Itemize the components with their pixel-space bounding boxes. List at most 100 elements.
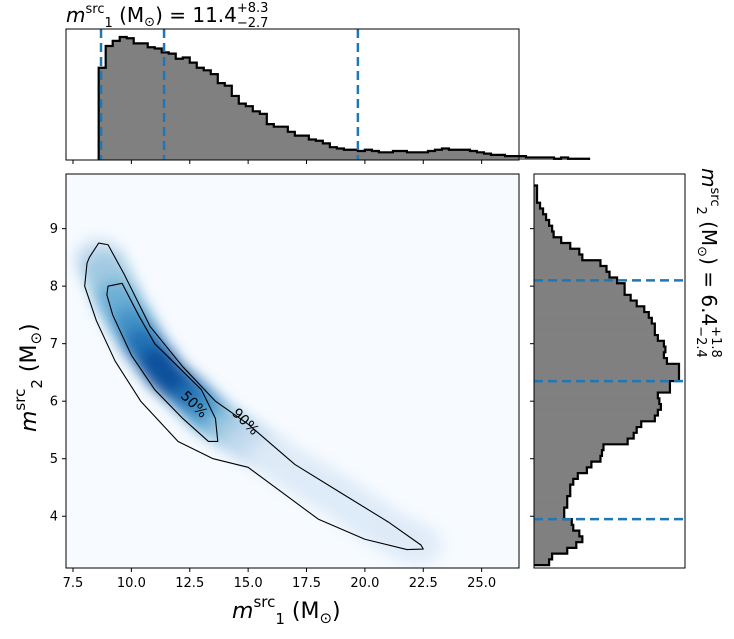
right-hist-bar — [534, 392, 658, 399]
top-hist-bar — [301, 135, 310, 160]
right-hist-bar — [534, 352, 664, 359]
right-title-unit: (M — [697, 215, 721, 246]
top-hist-bar — [497, 154, 506, 160]
right-hist-bar — [534, 323, 655, 330]
top-hist-bar — [519, 156, 527, 160]
top-hist-bar — [217, 83, 226, 160]
right-hist-bar — [534, 266, 607, 273]
top-hist-bar — [231, 95, 240, 160]
top-hist-bar — [154, 48, 163, 160]
top-hist-bar — [196, 67, 205, 160]
right-hist-bar — [534, 369, 679, 376]
top-title-err-plus: +8.3 — [237, 1, 269, 16]
right-title-err-plus: +1.8 — [708, 326, 723, 358]
top-hist-bar — [371, 151, 380, 160]
top-hist-bar — [427, 151, 436, 160]
top-hist-bar — [105, 45, 114, 160]
right-hist-bar — [534, 542, 577, 549]
top-hist-bar — [462, 149, 471, 160]
right-hist-bar — [534, 519, 572, 526]
right-hist-bar — [534, 530, 580, 537]
top-hist-bar — [161, 52, 170, 160]
top-hist-bar — [245, 106, 254, 160]
top-hist-bar — [392, 151, 401, 160]
top-hist-bar — [329, 147, 338, 160]
top-hist-bar — [547, 157, 555, 160]
right-hist-bar — [534, 501, 568, 508]
right-hist-bar — [534, 559, 550, 566]
right-hist-bar — [534, 553, 553, 560]
right-hist-bar — [534, 237, 562, 244]
right-hist-bar — [534, 409, 658, 416]
top-hist-bar — [168, 53, 177, 160]
right-hist-bar — [534, 507, 565, 514]
top-hist-bar — [533, 157, 541, 160]
right-title-err-minus: −2.4 — [693, 326, 708, 358]
x-label-sun: ⊙ — [319, 609, 332, 627]
right-hist-bar — [534, 306, 645, 313]
top-hist-bars — [98, 37, 590, 160]
top-hist-bar — [469, 151, 478, 160]
right-hist-bar — [534, 467, 587, 474]
right-hist-bar — [534, 260, 601, 267]
right-hist-bar — [534, 220, 550, 227]
top-hist-bar — [322, 143, 331, 160]
top-hist-bar — [526, 157, 534, 160]
top-hist-bar — [259, 113, 268, 160]
right-hist-bar — [534, 358, 667, 365]
right-hist-bar — [534, 421, 642, 428]
x-tick-label: 7.5 — [63, 576, 84, 591]
joint-panel-frame — [65, 173, 520, 569]
right-hist-bar — [534, 513, 565, 520]
right-hist-bar — [534, 300, 637, 307]
x-tick-label: 17.5 — [292, 576, 321, 591]
right-hist-bar — [534, 254, 583, 261]
top-hist-bar — [350, 149, 359, 160]
top-quantile-lines — [99, 29, 360, 160]
top-hist-bar — [224, 85, 233, 160]
right-hist-bar — [534, 386, 670, 393]
top-title-sub: 1 — [104, 16, 112, 31]
top-hist-bar — [189, 62, 198, 160]
top-hist-bar — [98, 67, 106, 160]
top-hist-bar — [434, 149, 443, 160]
right-hist-bar — [534, 185, 538, 192]
top-hist-bar — [357, 151, 366, 160]
top-title-sun: ⊙ — [144, 15, 155, 30]
top-hist-bar — [420, 152, 429, 160]
x-label-unit: (M — [285, 599, 320, 624]
right-hist-bar — [534, 277, 618, 284]
y-label-unit: (M — [17, 345, 42, 380]
right-hist-bar — [534, 524, 574, 531]
top-hist-bar — [126, 38, 135, 160]
joint-panel: 50%90% 7.5 10.0 12.5 15.0 17.5 20.0 22.5 25.0 4… — [11, 173, 520, 628]
x-label-close: ) — [332, 599, 341, 624]
right-hist-bar — [534, 381, 670, 388]
top-panel-ticks — [72, 160, 483, 164]
right-hist-bar — [534, 375, 679, 382]
right-hist-bar — [534, 335, 658, 342]
y-tick-label: 6 — [50, 395, 58, 410]
y-label-sub: 2 — [28, 379, 46, 389]
top-hist-bar — [483, 153, 492, 160]
x-tick-label: 15.0 — [234, 576, 263, 591]
right-panel-frame — [533, 173, 686, 569]
right-hist-bars — [534, 185, 679, 566]
right-hist-bar — [534, 191, 538, 198]
y-tick-label: 8 — [50, 280, 58, 295]
contour-line — [106, 282, 219, 443]
right-hist-bar — [534, 432, 634, 439]
right-hist-bar — [534, 438, 628, 445]
y-label-m: m — [17, 411, 42, 432]
joint-y-ticks: 4 5 6 7 8 9 — [50, 222, 66, 525]
right-hist-bar — [534, 484, 571, 491]
right-hist-bar — [534, 197, 538, 204]
top-title-unit: (M — [113, 3, 144, 27]
right-hist-bar — [534, 294, 631, 301]
top-hist-bar — [280, 126, 289, 160]
right-hist-bar — [534, 271, 610, 278]
top-hist-bar — [203, 70, 212, 160]
top-hist-bar — [406, 152, 415, 160]
top-hist-bar — [273, 126, 282, 160]
